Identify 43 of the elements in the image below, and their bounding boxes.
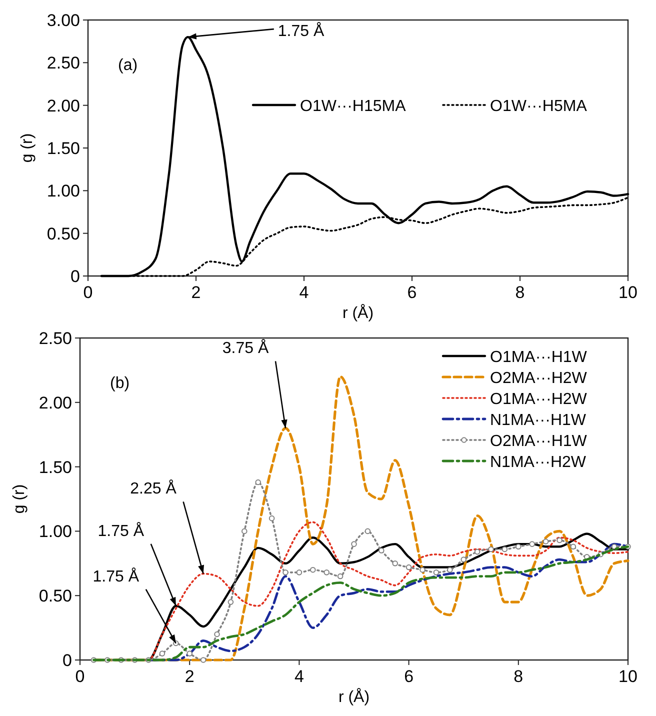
x-tick-label: 6	[404, 667, 414, 686]
legend-label: N1MA···H2W	[490, 454, 587, 471]
y-tick-label: 1.00	[46, 182, 80, 201]
x-axis-title: r (Å)	[338, 688, 370, 706]
y-axis-title: g (r)	[19, 133, 36, 163]
annotation: 1.75 Å	[98, 522, 144, 540]
annotation: 1.75 Å	[92, 567, 140, 586]
x-tick-label: 10	[618, 667, 638, 686]
y-tick-label: 1.50	[46, 139, 80, 158]
x-tick-label: 0	[83, 283, 93, 302]
annotation: (a)	[118, 57, 138, 74]
legend-label: O2MA···H1W	[490, 433, 588, 450]
x-tick-label: 8	[515, 283, 525, 302]
annotation: 3.75 Å	[222, 339, 269, 358]
x-tick-label: 6	[407, 283, 417, 302]
y-tick-label: 2.50	[46, 54, 80, 73]
annotation: (b)	[110, 375, 130, 392]
legend-label: O2MA···H2W	[490, 370, 588, 387]
y-tick-label: 2.00	[38, 393, 72, 412]
x-tick-label: 2	[184, 667, 194, 686]
y-tick-label: 0.50	[46, 224, 80, 244]
y-tick-label: 0	[70, 267, 80, 286]
x-tick-label: 4	[299, 283, 309, 302]
y-tick-label: 3.00	[46, 11, 80, 30]
y-tick-label: 2.00	[46, 96, 80, 116]
annotation: 1.75 Å	[278, 22, 324, 40]
legend-label: O1W···H5MA	[490, 98, 588, 115]
x-tick-label: 10	[618, 283, 638, 302]
y-axis-title: g (r)	[11, 484, 28, 514]
legend-label: N1MA···H1W	[490, 412, 587, 429]
x-tick-label: 4	[294, 667, 304, 686]
legend-label: O1MA···H1W	[490, 349, 588, 366]
legend-label: O1MA···H2W	[490, 391, 588, 408]
y-tick-label: 0.50	[38, 586, 72, 606]
y-tick-label: 1.00	[38, 522, 72, 542]
x-axis-title: r (Å)	[342, 304, 374, 322]
annotation: 2.25 Å	[130, 480, 177, 498]
legend-label: O1W···H15MA	[300, 98, 406, 115]
y-tick-label: 0	[62, 651, 72, 670]
x-tick-label: 8	[514, 667, 524, 686]
y-tick-label: 1.50	[38, 458, 72, 477]
x-tick-label: 2	[191, 283, 201, 302]
y-tick-label: 2.50	[38, 329, 72, 348]
